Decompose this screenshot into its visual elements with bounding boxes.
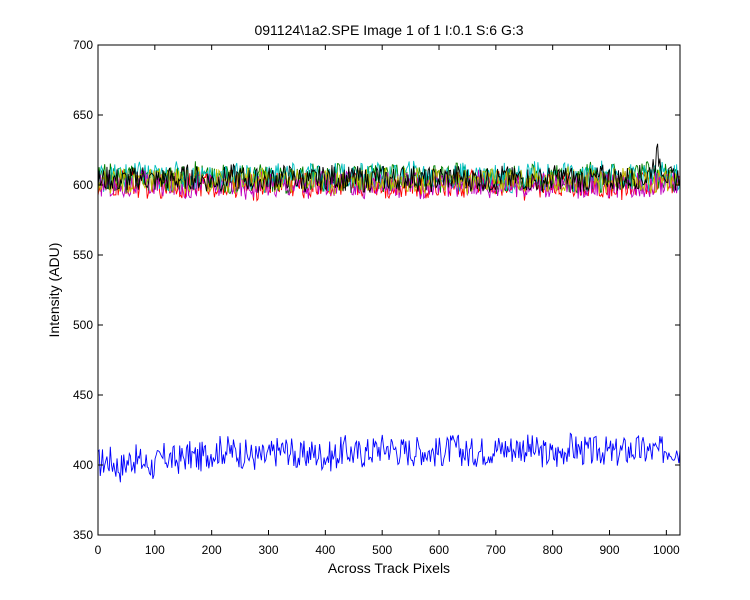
series-line-6 — [97, 143, 681, 193]
x-tick-label: 200 — [202, 543, 222, 557]
y-tick-label: 350 — [73, 528, 93, 542]
plot-area — [98, 45, 680, 535]
y-axis-label: Intensity (ADU) — [46, 243, 62, 338]
x-tick-label: 900 — [600, 543, 620, 557]
y-tick-label: 600 — [73, 178, 93, 192]
y-tick-label: 650 — [73, 108, 93, 122]
axes-box — [97, 44, 681, 536]
x-axis-label: Across Track Pixels — [328, 560, 450, 576]
x-tick-label: 600 — [429, 543, 449, 557]
x-ticks: 0 100 200 300 400 500 600 700 800 900 1000 — [95, 45, 680, 557]
x-tick-label: 100 — [145, 543, 165, 557]
y-tick-label: 400 — [73, 458, 93, 472]
x-tick-label: 400 — [315, 543, 335, 557]
series-layer — [97, 143, 681, 483]
x-tick-label: 1000 — [653, 543, 680, 557]
y-tick-label: 450 — [73, 388, 93, 402]
chart-title: 091124\1a2.SPE Image 1 of 1 I:0.1 S:6 G:… — [254, 22, 523, 38]
y-tick-label: 500 — [73, 318, 93, 332]
series-line-0 — [97, 432, 681, 483]
x-tick-label: 800 — [543, 543, 563, 557]
x-tick-label: 300 — [258, 543, 278, 557]
y-tick-label: 550 — [73, 248, 93, 262]
x-tick-label: 0 — [95, 543, 102, 557]
y-ticks: 350 400 450 500 550 600 650 700 — [73, 38, 680, 542]
y-tick-label: 700 — [73, 38, 93, 52]
x-tick-label: 500 — [372, 543, 392, 557]
x-tick-label: 700 — [486, 543, 506, 557]
